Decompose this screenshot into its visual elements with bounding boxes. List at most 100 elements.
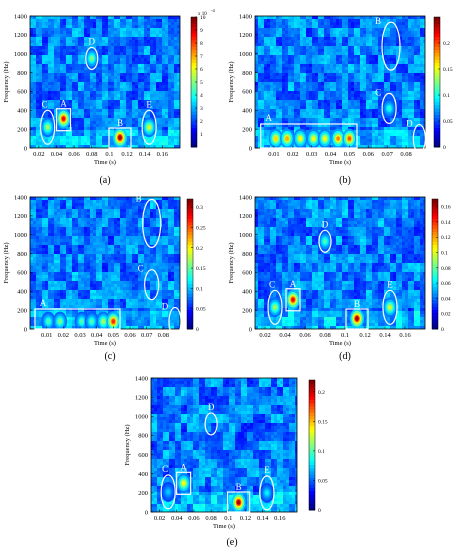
colorbar-tick-label: 0.05	[443, 119, 453, 125]
y-axis-label: Frequency (Hz)	[3, 62, 10, 103]
colorbar-step	[187, 247, 193, 252]
hotspot-mark	[45, 124, 50, 130]
colorbar-step	[434, 49, 440, 54]
colorbar-step	[191, 39, 197, 44]
colorbar-step	[191, 69, 197, 73]
colorbar-step	[432, 244, 438, 249]
colorbar-step	[309, 441, 315, 446]
colorbar-step	[434, 33, 440, 37]
colorbar-step	[187, 309, 193, 314]
x-tick-label: 0.06	[124, 332, 136, 339]
colorbar-tick-label: 0.15	[318, 419, 328, 425]
colorbar-step	[191, 36, 197, 41]
colorbar-step	[309, 393, 315, 397]
colorbar-step	[191, 75, 197, 80]
colorbar-step	[309, 480, 315, 485]
colorbar-step	[187, 290, 193, 294]
colorbar-tick-label: 0.1	[196, 286, 203, 292]
colorbar: 0 0.02 0.04 0.06 0.08 0.1 0.12 0.14 0.16	[431, 198, 451, 333]
colorbar-step	[187, 273, 193, 278]
colorbar-step	[434, 30, 440, 34]
spectrogram-panel: 0 200 400 600 800 1000 1200 1400 0.02 0.04 0.06 0.0…	[124, 375, 328, 548]
colorbar-step	[432, 316, 438, 320]
colorbar-step	[432, 293, 438, 297]
colorbar-step	[309, 432, 315, 436]
colorbar-step	[432, 251, 438, 255]
colorbar-tick-label: 0.2	[196, 246, 203, 252]
colorbar-step	[432, 290, 438, 294]
colorbar-multiplier: x 10	[198, 12, 207, 17]
hotspot-mark	[236, 500, 241, 505]
x-tick-label: 0.1	[105, 151, 113, 158]
y-tick-label: 400	[242, 108, 252, 115]
annotation-ellipse	[412, 123, 426, 154]
colorbar-step	[432, 306, 438, 310]
annotation-ellipse	[381, 21, 401, 71]
y-axis-label: Frequency (Hz)	[124, 425, 131, 466]
annotation-label: E	[264, 465, 270, 475]
colorbar-step	[434, 52, 440, 57]
colorbar-step	[434, 82, 440, 86]
colorbar-step	[309, 422, 315, 426]
colorbar-step	[187, 231, 193, 236]
colorbar-step	[432, 325, 438, 330]
colorbar-step	[434, 78, 440, 83]
annotation-box	[227, 491, 251, 513]
annotation-ellipse	[168, 306, 182, 337]
colorbar-step	[309, 467, 315, 472]
colorbar-tick-label: 10	[200, 15, 206, 21]
colorbar-step	[187, 260, 193, 265]
panel-label: (b)	[339, 175, 351, 186]
x-tick-label: 0.1	[224, 515, 232, 522]
plot-frame	[150, 377, 298, 513]
colorbar-step	[191, 130, 197, 135]
colorbar-step	[187, 238, 193, 242]
panel-label: (c)	[104, 351, 115, 362]
colorbar-tick-label: 0.02	[441, 312, 451, 318]
colorbar-step	[434, 101, 440, 106]
x-tick-label: 0.14	[139, 151, 151, 158]
annotation-ellipse	[85, 46, 99, 71]
colorbar-step	[309, 503, 315, 508]
x-axis-label: Time (s)	[94, 159, 116, 166]
x-tick-label: 0.06	[299, 332, 311, 339]
colorbar-step	[191, 17, 197, 21]
colorbar-step	[187, 303, 193, 307]
colorbar-step	[309, 415, 315, 420]
colorbar-tick-label: 1	[200, 132, 203, 138]
colorbar-step	[432, 225, 438, 229]
colorbar-step	[191, 137, 197, 141]
x-tick-label: 0.06	[363, 151, 375, 158]
colorbar-step	[309, 506, 315, 511]
x-tick-label: 0.01	[41, 332, 52, 339]
hotspot-mark	[355, 316, 359, 321]
colorbar-step	[434, 39, 440, 44]
colorbar-step	[187, 212, 193, 216]
colorbar-step	[432, 260, 438, 265]
annotation-box	[260, 123, 358, 149]
annotation-label: C	[162, 464, 168, 474]
colorbar-step	[187, 264, 193, 268]
y-tick-label: 1000	[135, 414, 148, 421]
annotation-ellipse	[259, 475, 275, 511]
y-tick-label: 600	[138, 452, 148, 459]
colorbar-tick-label: 0.04	[441, 296, 451, 302]
colorbar-step	[309, 454, 315, 459]
x-tick-label: 0.08	[205, 515, 216, 522]
colorbar-step	[432, 228, 438, 232]
hotspot-mark	[111, 319, 116, 324]
colorbar-step	[434, 114, 440, 119]
colorbar-step	[432, 241, 438, 245]
colorbar-step	[434, 43, 440, 47]
colorbar-step	[432, 277, 438, 281]
colorbar-step	[187, 234, 193, 239]
colorbar-tick-label: 0	[441, 327, 444, 333]
x-tick-label: 0.16	[274, 515, 286, 522]
colorbar-tick-label: 0.25	[196, 225, 206, 231]
y-tick-label: 1400	[14, 13, 27, 20]
x-tick-label: 0.05	[344, 151, 355, 158]
y-tick-label: 400	[242, 289, 252, 296]
y-tick-label: 1200	[14, 32, 27, 39]
x-tick-label: 0.08	[319, 332, 330, 339]
